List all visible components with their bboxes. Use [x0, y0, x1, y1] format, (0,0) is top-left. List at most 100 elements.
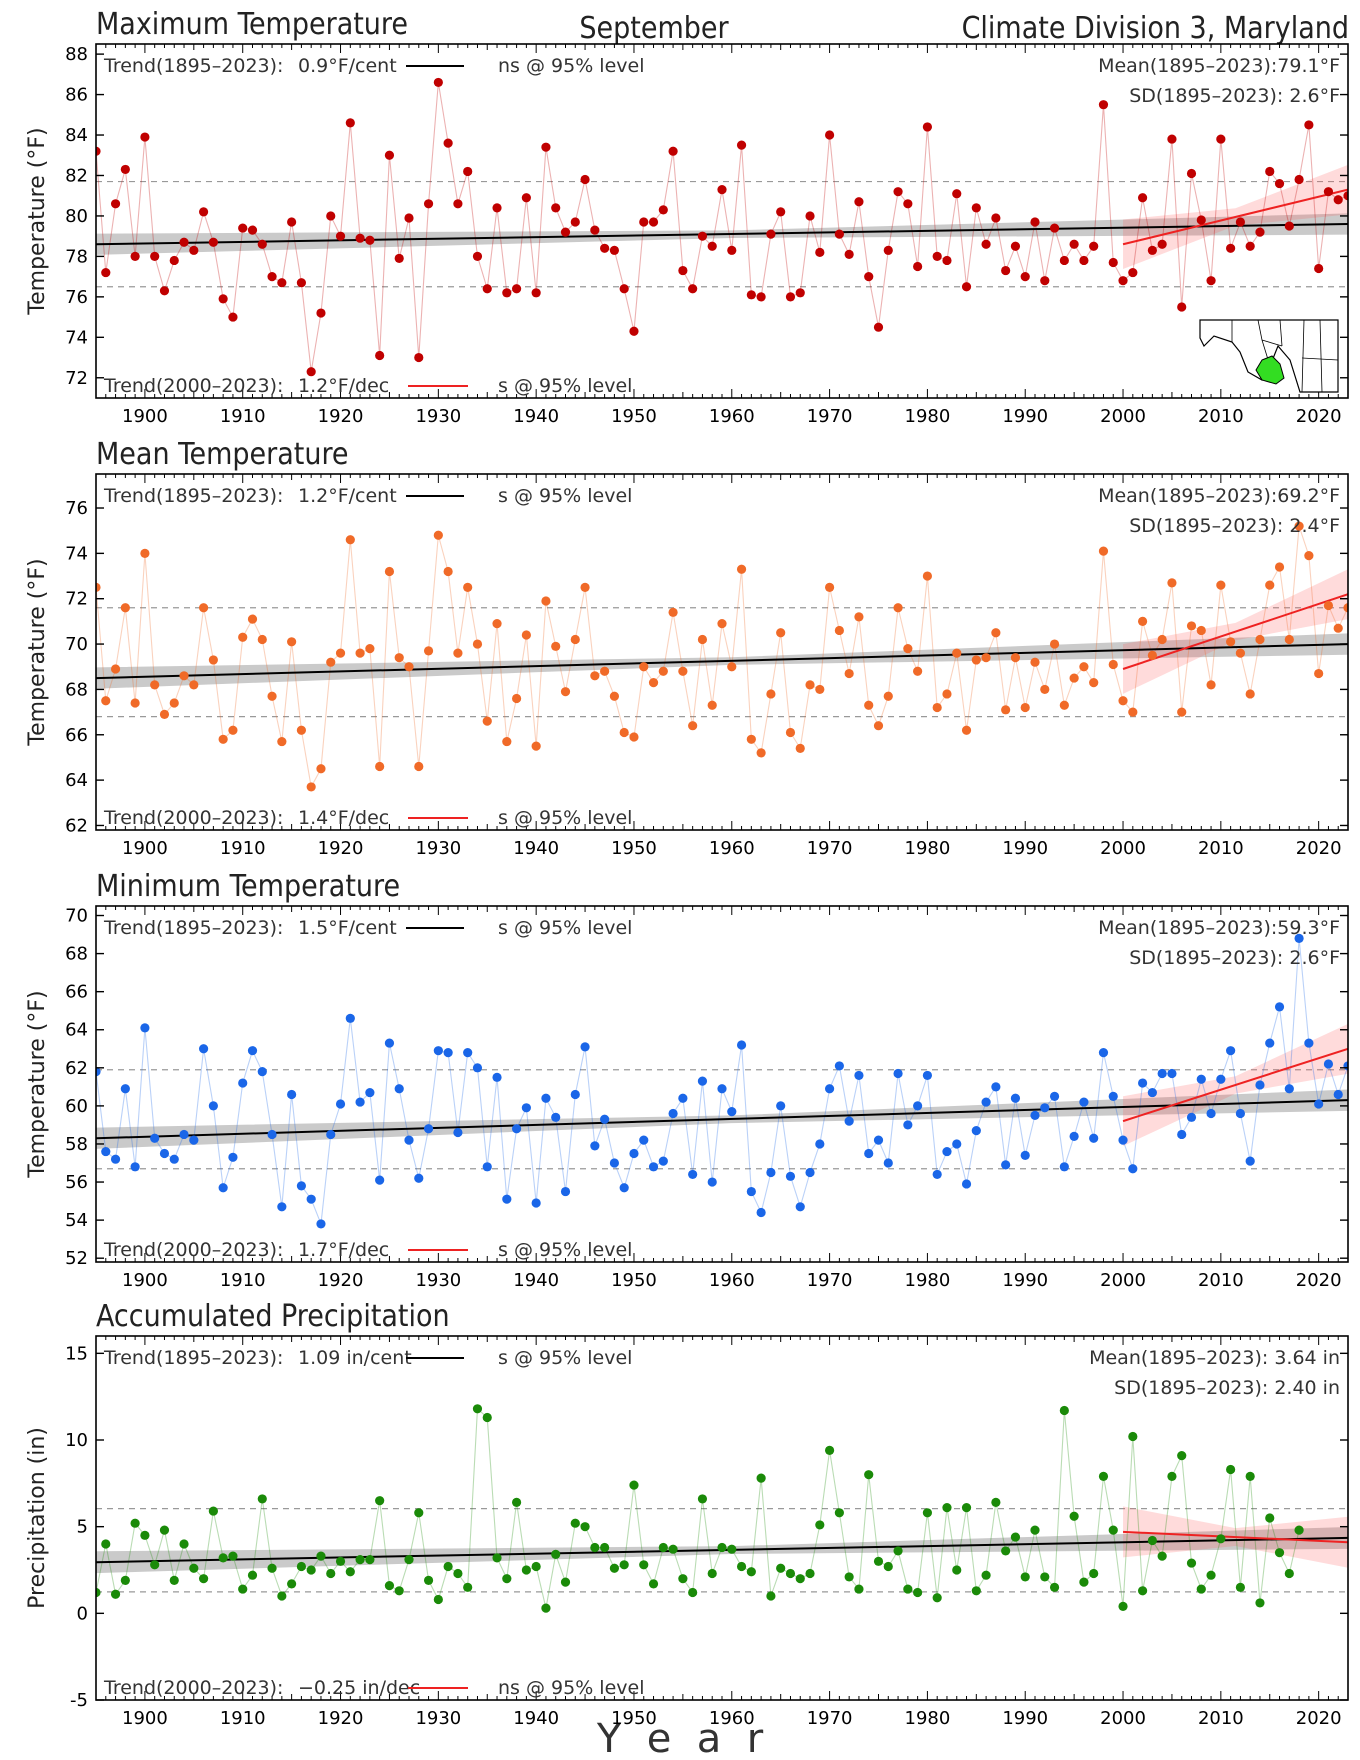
data-point: [326, 1129, 336, 1140]
data-point: [746, 1186, 756, 1197]
data-point: [1274, 178, 1285, 189]
data-point: [453, 648, 463, 658]
data-point: [1098, 546, 1109, 556]
y-tick-label: 78: [65, 246, 88, 267]
data-point: [1177, 707, 1187, 717]
series-line: [96, 1407, 1300, 1609]
data-point: [355, 1555, 365, 1565]
data-point: [991, 213, 1001, 223]
data-point: [1030, 1110, 1040, 1121]
data-point: [678, 1093, 688, 1103]
data-point: [1177, 302, 1187, 312]
data-point: [472, 1404, 483, 1414]
data-point: [1128, 1164, 1138, 1174]
data-point: [1304, 551, 1314, 561]
data-point: [1294, 933, 1304, 943]
data-point: [952, 189, 962, 199]
x-tick-label: 2010: [1198, 838, 1244, 859]
data-point: [463, 1047, 473, 1058]
data-point: [1089, 1568, 1099, 1579]
data-point: [198, 1044, 209, 1054]
data-point: [795, 1202, 805, 1212]
data-point: [1059, 700, 1069, 710]
data-point: [766, 1591, 776, 1601]
data-point: [1196, 1584, 1206, 1594]
data-point: [414, 761, 424, 772]
data-point: [688, 284, 698, 294]
recent-trend-label: Trend(2000–2023):: [103, 807, 283, 829]
x-tick-label: 1920: [318, 406, 364, 427]
long-trend-label: Trend(1895–2023):: [103, 917, 283, 939]
data-point: [394, 653, 404, 663]
data-point: [873, 721, 884, 731]
data-point: [306, 782, 316, 792]
data-point: [1343, 603, 1348, 613]
recent-trend-value: 1.7°F/dec: [298, 1239, 389, 1261]
data-point: [1226, 1046, 1236, 1056]
data-point: [1049, 223, 1060, 233]
data-point: [208, 1101, 218, 1111]
data-point: [463, 582, 473, 592]
data-point: [1196, 1074, 1206, 1084]
data-point: [756, 1473, 766, 1483]
data-point: [375, 350, 385, 361]
x-tick-label: 1960: [709, 1708, 755, 1729]
data-point: [658, 666, 668, 676]
y-tick-label: 54: [65, 1210, 88, 1231]
data-point: [1284, 221, 1294, 231]
data-point: [1030, 1525, 1040, 1535]
header-month: September: [579, 11, 729, 46]
data-point: [267, 1563, 277, 1573]
data-point: [805, 1568, 815, 1579]
data-point: [502, 288, 512, 298]
data-point: [697, 231, 708, 241]
data-point: [1206, 1108, 1216, 1119]
data-point: [1147, 650, 1157, 661]
data-point: [864, 272, 874, 282]
data-point: [570, 1089, 580, 1100]
data-point: [277, 1591, 287, 1601]
data-point: [394, 253, 404, 264]
data-point: [922, 122, 933, 132]
data-point: [795, 288, 805, 298]
data-point: [179, 1539, 189, 1549]
data-point: [443, 1047, 453, 1058]
x-tick-label: 1970: [807, 1270, 853, 1291]
data-point: [1020, 272, 1030, 282]
data-point: [228, 1551, 238, 1561]
data-point: [1089, 678, 1099, 688]
data-point: [883, 1561, 893, 1572]
data-point: [932, 251, 942, 261]
data-point: [218, 1553, 228, 1563]
data-point: [150, 251, 160, 261]
sd-label: SD(1895–2023): 2.40 in: [1114, 1377, 1340, 1399]
data-point: [688, 1169, 698, 1180]
data-point: [384, 1581, 395, 1591]
recent-trend-line: [1122, 1047, 1348, 1123]
data-point: [433, 77, 443, 88]
data-point: [1235, 1108, 1246, 1119]
data-point: [893, 1068, 903, 1079]
plot-area: [96, 1404, 1348, 1613]
data-point: [1137, 1586, 1148, 1596]
data-point: [335, 648, 346, 658]
data-point: [1157, 239, 1167, 249]
x-tick-label: 1980: [905, 1270, 951, 1291]
data-point: [736, 140, 747, 150]
y-tick-label: 74: [65, 327, 88, 348]
data-point: [1118, 1601, 1128, 1611]
data-point: [472, 1063, 483, 1073]
data-point: [502, 1574, 512, 1584]
long-trend-label: Trend(1895–2023):: [103, 1347, 283, 1369]
long-trend-significance: s @ 95% level: [498, 485, 632, 507]
data-point: [600, 1114, 610, 1124]
data-point: [335, 231, 346, 241]
data-point: [1186, 168, 1197, 179]
data-point: [639, 662, 649, 672]
data-point: [316, 764, 326, 774]
y-tick-label: 70: [65, 634, 88, 655]
x-tick-label: 1900: [122, 1270, 168, 1291]
y-axis-label: Temperature (°F): [25, 127, 50, 315]
data-point: [482, 716, 492, 726]
data-point: [1206, 680, 1216, 690]
